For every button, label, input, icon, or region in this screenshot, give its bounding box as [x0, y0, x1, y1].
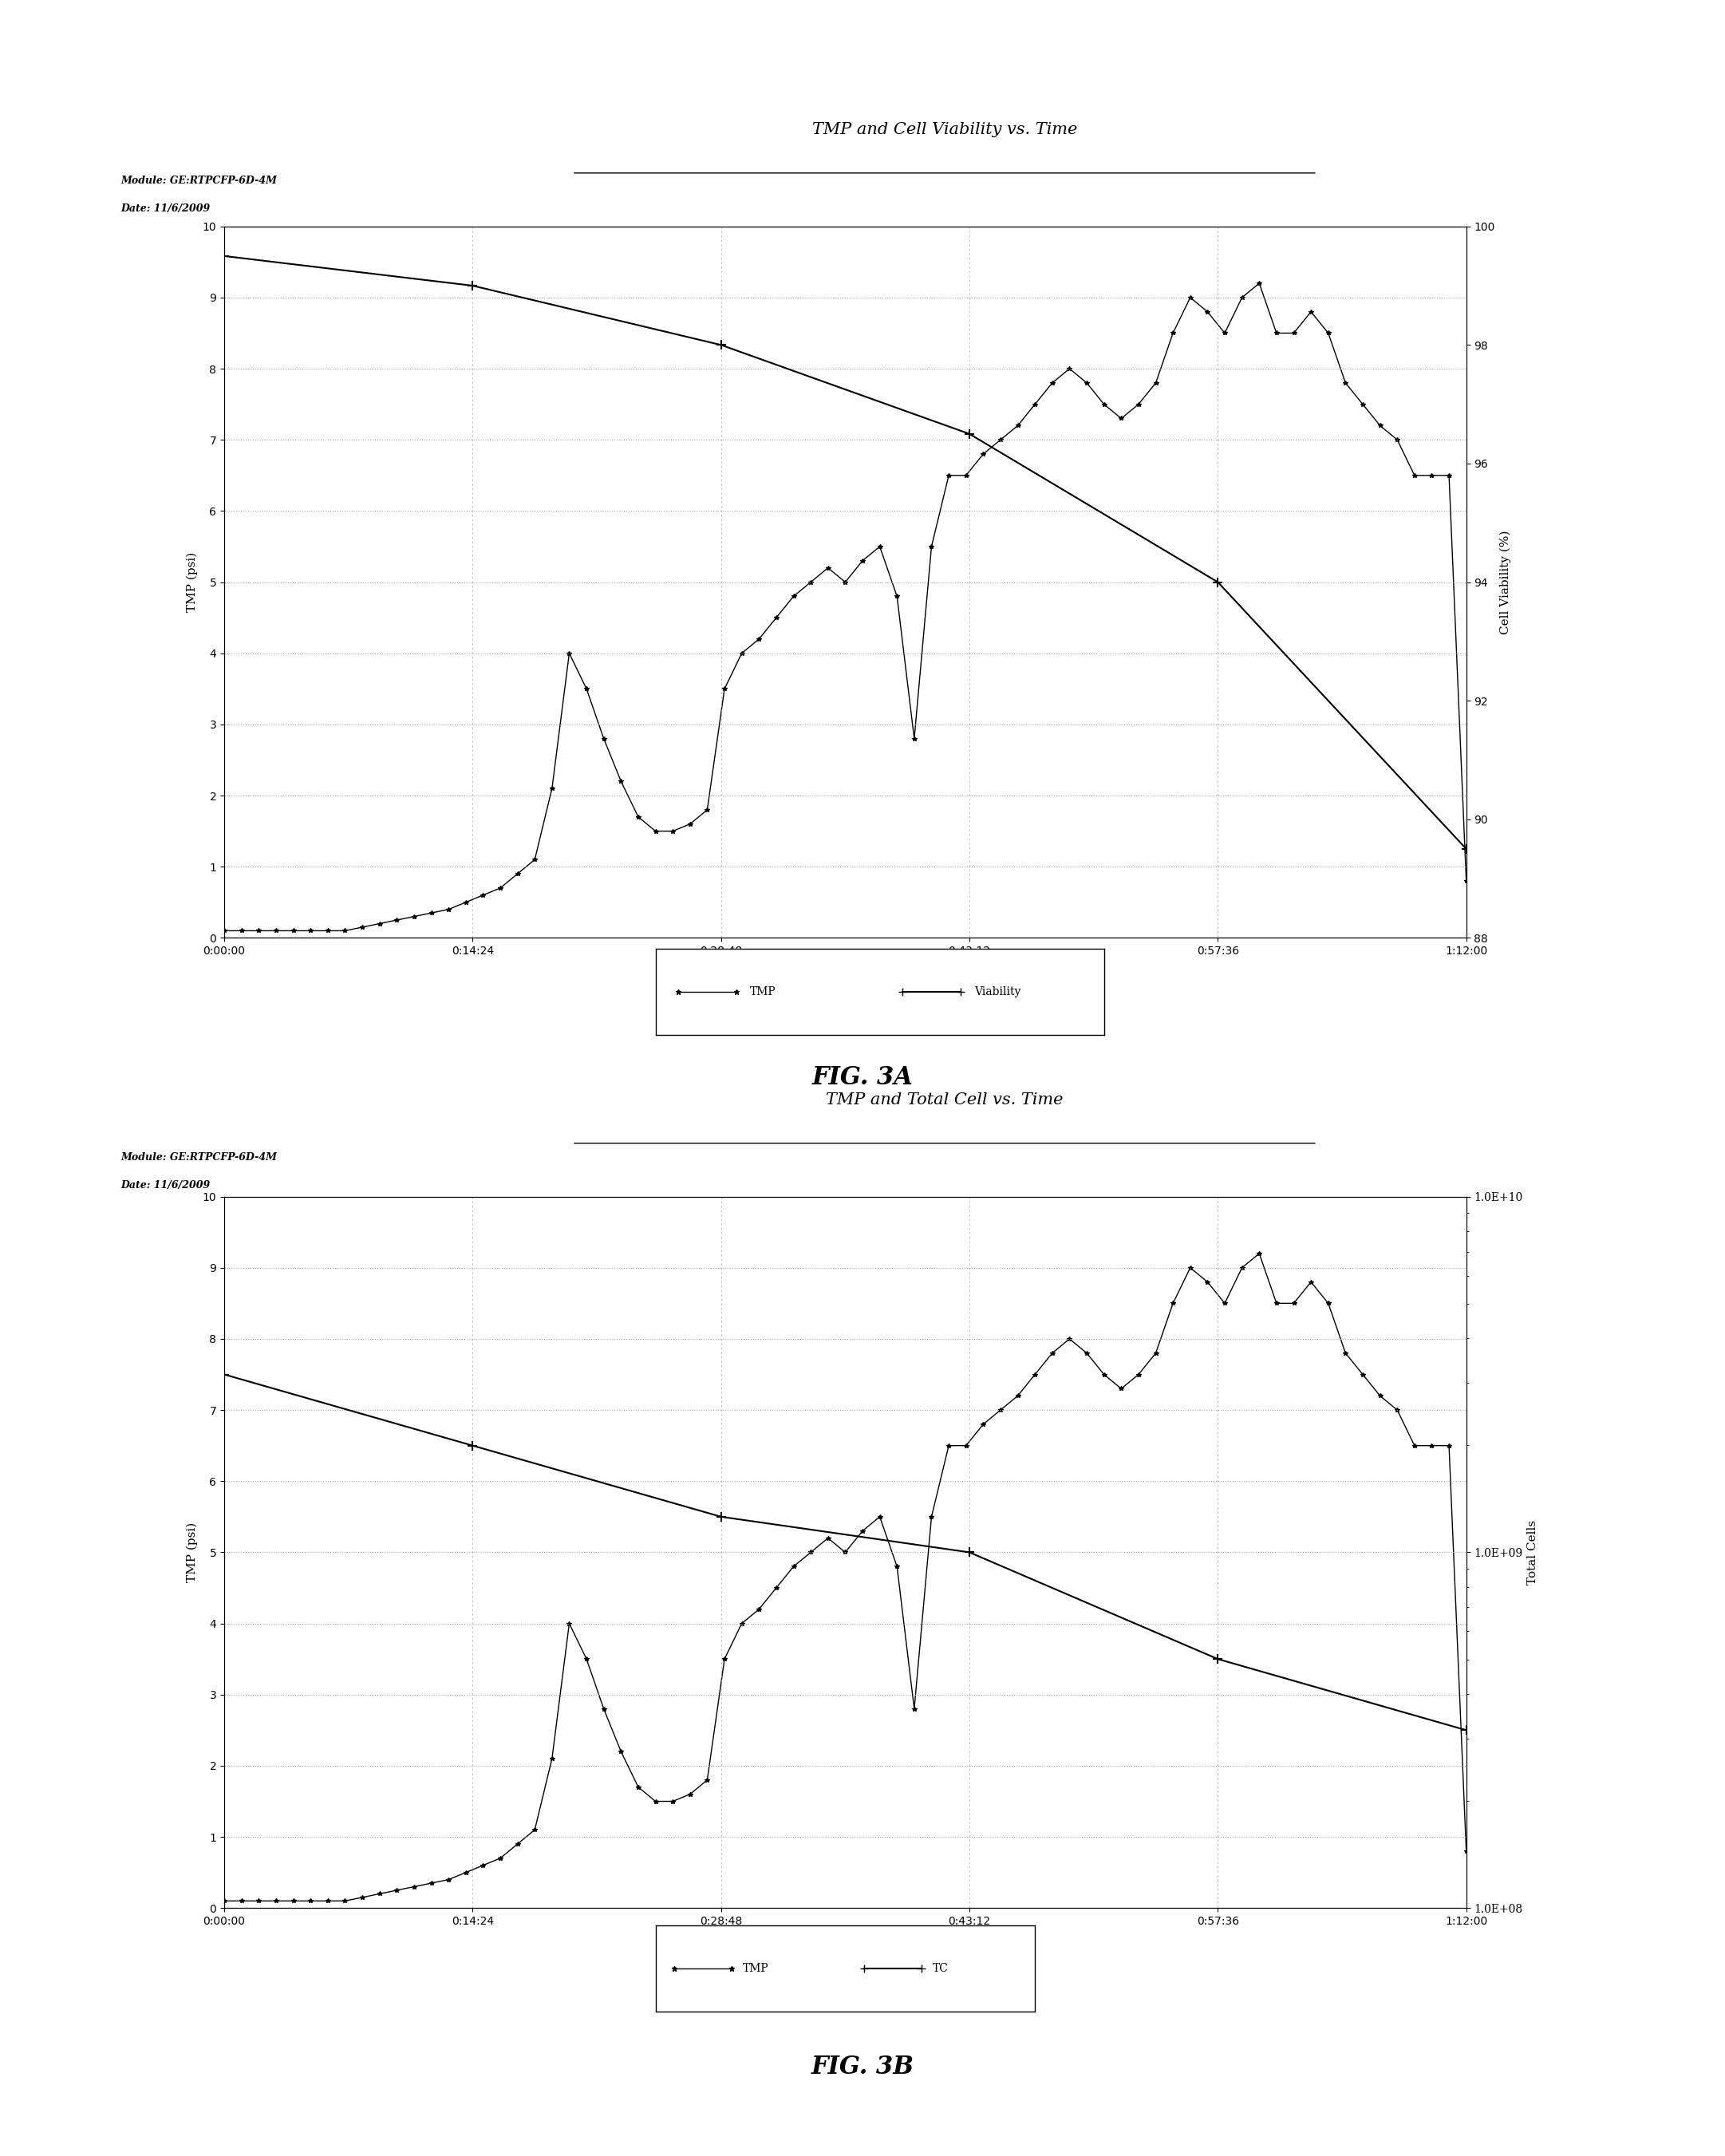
- Y-axis label: TMP (psi): TMP (psi): [186, 1522, 198, 1583]
- TMP: [835, 1539, 856, 1565]
- Viability: [214, 244, 235, 270]
- TMP: [1266, 319, 1287, 345]
- Viability: [1207, 569, 1228, 595]
- TMP: [628, 1774, 649, 1800]
- Text: Date: 11/6/2009: Date: 11/6/2009: [121, 1179, 210, 1190]
- TMP: [490, 1846, 511, 1871]
- TMP: [1249, 270, 1270, 295]
- TMP: [1352, 1363, 1373, 1388]
- Viability: [711, 332, 731, 358]
- Title: TMP and Cell Viability vs. Time: TMP and Cell Viability vs. Time: [812, 123, 1076, 138]
- TMP: [214, 1889, 235, 1915]
- TC: [1456, 1716, 1477, 1742]
- Text: FIG. 3A: FIG. 3A: [812, 1065, 913, 1091]
- TC: [711, 1505, 731, 1531]
- TMP: [1456, 1839, 1477, 1865]
- TMP: [214, 918, 235, 944]
- Text: TMP: TMP: [750, 985, 776, 998]
- TC: [1207, 1647, 1228, 1673]
- Line: TMP: TMP: [223, 1250, 1468, 1904]
- X-axis label: Time (Hr:Min:Sec): Time (Hr:Min:Sec): [788, 1932, 902, 1943]
- TMP: [1266, 1289, 1287, 1315]
- TMP: [490, 875, 511, 901]
- TMP: [1456, 869, 1477, 895]
- TMP: [628, 804, 649, 830]
- Y-axis label: Cell Viability (%): Cell Viability (%): [1499, 530, 1511, 634]
- TMP: [835, 569, 856, 595]
- TMP: [1301, 1270, 1321, 1296]
- Title: TMP and Total Cell vs. Time: TMP and Total Cell vs. Time: [826, 1093, 1063, 1108]
- Viability: [462, 272, 483, 298]
- TC: [462, 1432, 483, 1457]
- Line: TC: TC: [219, 1369, 1471, 1736]
- Text: Date: 11/6/2009: Date: 11/6/2009: [121, 203, 210, 213]
- Text: TMP: TMP: [743, 1962, 769, 1975]
- TMP: [1301, 300, 1321, 326]
- TMP: [1352, 392, 1373, 418]
- Text: Viability: Viability: [975, 985, 1021, 998]
- Text: TC: TC: [933, 1962, 949, 1975]
- Viability: [959, 420, 980, 446]
- Line: TMP: TMP: [223, 280, 1468, 934]
- TC: [214, 1363, 235, 1388]
- Text: Module: GE:RTPCFP-6D-4M: Module: GE:RTPCFP-6D-4M: [121, 175, 278, 185]
- Y-axis label: Total Cells: Total Cells: [1527, 1520, 1539, 1585]
- Text: FIG. 3B: FIG. 3B: [811, 2055, 914, 2081]
- Viability: [1456, 837, 1477, 862]
- Y-axis label: TMP (psi): TMP (psi): [186, 552, 198, 612]
- Line: Viability: Viability: [219, 252, 1471, 854]
- TMP: [1249, 1240, 1270, 1266]
- X-axis label: Time (Hr:Min:Sec): Time (Hr:Min:Sec): [788, 962, 902, 972]
- TC: [959, 1539, 980, 1565]
- Text: Module: GE:RTPCFP-6D-4M: Module: GE:RTPCFP-6D-4M: [121, 1151, 278, 1162]
